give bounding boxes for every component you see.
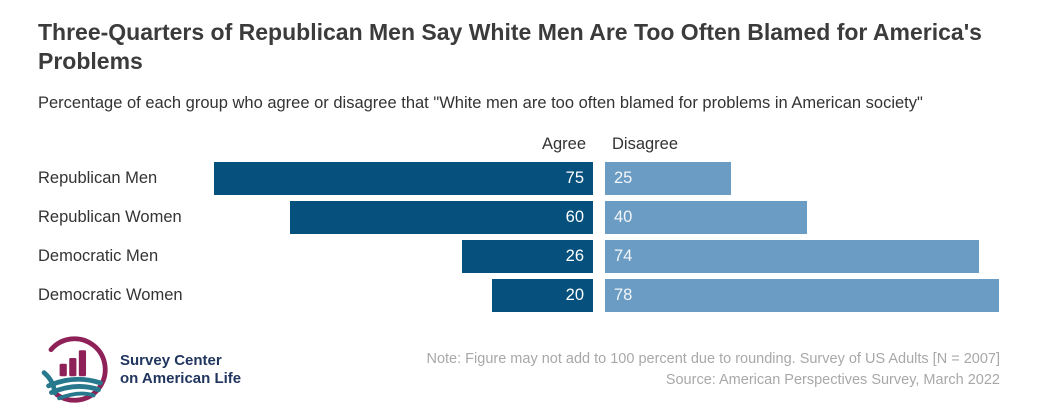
row-label: Democratic Men xyxy=(38,247,159,265)
diverging-bar-chart: Agree Disagree Republican Men 75 25 Republi… xyxy=(38,133,1000,312)
series-header-row: Agree Disagree xyxy=(38,133,1000,155)
disagree-value: 74 xyxy=(614,247,633,265)
footer: Survey Center on American Life Note: Fig… xyxy=(38,333,1000,406)
disagree-bar: 25 xyxy=(605,162,731,195)
chart-row: Republican Women 60 40 xyxy=(38,201,1000,234)
agree-bar: 20 xyxy=(492,279,593,312)
agree-value: 26 xyxy=(565,247,584,265)
row-label: Democratic Women xyxy=(38,286,183,304)
chart-row: Democratic Women 20 78 xyxy=(38,279,1000,312)
logo-mark-icon xyxy=(41,336,108,403)
logo-wordmark: Survey Center on American Life xyxy=(120,352,241,387)
disagree-bar: 40 xyxy=(605,201,807,234)
survey-center-logo: Survey Center on American Life xyxy=(38,333,241,406)
agree-value: 60 xyxy=(565,208,584,226)
disagree-value: 40 xyxy=(614,208,633,226)
logo-wordmark-line2: on American Life xyxy=(120,369,242,387)
row-label: Republican Men xyxy=(38,169,158,187)
disagree-value: 78 xyxy=(614,286,633,304)
disagree-value: 25 xyxy=(614,169,633,187)
disagree-bar: 74 xyxy=(605,240,979,273)
logo-bar-medium xyxy=(69,357,77,377)
disagree-bar: 78 xyxy=(605,279,999,312)
agree-bar: 60 xyxy=(290,201,593,234)
series-label-disagree: Disagree xyxy=(612,134,679,153)
footnote-line2: Source: American Perspectives Survey, Ma… xyxy=(665,371,1000,388)
logo-wordmark-line1: Survey Center xyxy=(120,352,222,369)
chart-row: Democratic Men 26 74 xyxy=(38,240,1000,273)
footnote: Note: Figure may not add to 100 percent … xyxy=(426,349,1000,391)
chart-rows: Republican Men 75 25 Republican Women 60 40 De… xyxy=(38,162,1000,312)
agree-bar: 26 xyxy=(462,240,593,273)
logo-wave-1 xyxy=(46,376,103,389)
logo-wave-3 xyxy=(57,391,96,401)
agree-value: 75 xyxy=(565,169,584,187)
logo-bar-small xyxy=(59,363,67,377)
chart-subtitle: Percentage of each group who agree or di… xyxy=(38,94,923,112)
agree-value: 20 xyxy=(565,286,584,304)
logo-wave-2 xyxy=(49,384,101,395)
row-label: Republican Women xyxy=(38,208,182,226)
chart-title: Three-Quarters of Republican Men Say Whi… xyxy=(38,19,982,74)
logo-bar-large xyxy=(78,350,87,377)
agree-bar: 75 xyxy=(214,162,593,195)
chart-row: Republican Men 75 25 xyxy=(38,162,1000,195)
footnote-line1: Note: Figure may not add to 100 percent … xyxy=(426,350,1000,367)
series-label-agree: Agree xyxy=(541,134,586,153)
